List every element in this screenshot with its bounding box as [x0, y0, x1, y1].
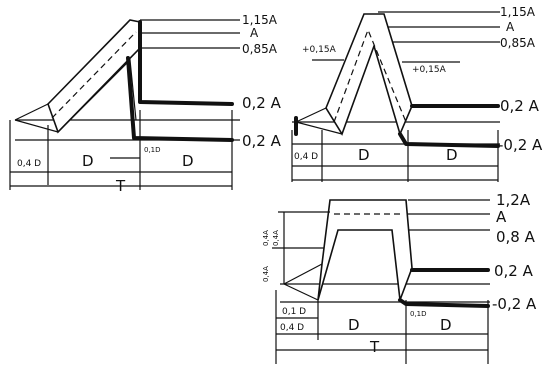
trapezoid-start-edges: [283, 263, 323, 301]
label-0-2a-lower: 0,2 A: [242, 132, 282, 150]
label-1-2a: 1,2A: [496, 191, 531, 209]
label-vertical-lower: 0,4A: [262, 266, 270, 282]
label-d-left: D: [358, 146, 370, 164]
label-a: A: [250, 26, 259, 40]
label-zero-four-d: 0,4 D: [280, 323, 304, 333]
waveform-upper: [138, 20, 234, 106]
label-minus-0-2a: -0,2 A: [492, 295, 537, 313]
label-0-8a: 0,8 A: [496, 228, 536, 246]
label-point-one-d: 0,1D: [144, 146, 161, 154]
label-zero-four-d: 0,4 D: [17, 159, 41, 169]
label-d-mid: D: [348, 316, 360, 334]
label-0-85a: 0,85A: [242, 42, 278, 56]
peak-band: [325, 13, 413, 137]
label-0-2a-upper: 0,2 A: [242, 94, 282, 112]
label-a: A: [496, 208, 507, 226]
peak-centerline: [333, 28, 407, 123]
diagram-1: 1,15A A 0,85A 0,2 A 0,2 A 0,4 D D 0,1D D…: [9, 13, 282, 195]
diagram-2: 1,15A A 0,85A 0,2 A -0,2 A +0,15A +0,15A…: [291, 5, 543, 182]
label-a: A: [506, 20, 515, 34]
label-0-2a: 0,2 A: [494, 262, 534, 280]
label-minus-0-2a: -0,2 A: [498, 136, 543, 154]
label-1-15a: 1,15A: [500, 5, 536, 19]
label-point-one-d: 0,1 D: [282, 307, 306, 317]
ramp-band: [47, 19, 141, 134]
label-t: T: [369, 338, 380, 356]
label-0-85a: 0,85A: [500, 36, 536, 50]
ramp-centerline: [51, 31, 137, 119]
label-slope-left: +0,15A: [302, 45, 337, 55]
label-t: T: [115, 177, 126, 195]
waveform-lower: [126, 56, 234, 142]
label-vertical-second: 0,4A: [272, 230, 280, 246]
ramp-start-edges: [14, 103, 59, 133]
peak-start-edges: [295, 107, 343, 135]
label-1-15a: 1,15A: [242, 13, 278, 27]
label-d-right: D: [446, 146, 458, 164]
label-d-right: D: [182, 152, 194, 170]
trapezoid-band: [317, 199, 413, 301]
label-vertical-top: 0,4A: [262, 230, 270, 246]
label-0-2a: 0,2 A: [500, 97, 540, 115]
label-d-left: D: [82, 152, 94, 170]
waveform-lower: [398, 298, 490, 308]
waveform-lower: [398, 132, 500, 148]
label-slope-right: +0,15A: [412, 65, 447, 75]
label-point-one-d-right: 0,1D: [410, 310, 427, 318]
diagram-3: 1,2A A 0,8 A 0,2 A -0,2 A 0,4A 0,4A 0,4A…: [262, 191, 537, 364]
label-d-right: D: [440, 316, 452, 334]
label-zero-four-d: 0,4 D: [294, 152, 318, 162]
